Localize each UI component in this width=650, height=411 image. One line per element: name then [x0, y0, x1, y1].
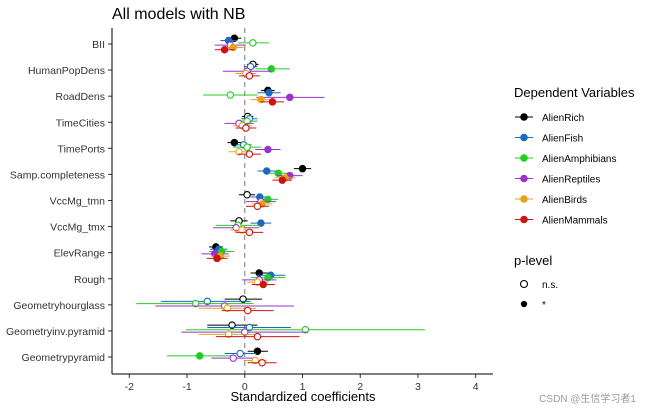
- color-legend-title: Dependent Variables: [514, 85, 635, 100]
- data-point: [229, 354, 237, 362]
- x-tick-label: -2: [125, 381, 134, 393]
- data-point: [259, 280, 267, 289]
- data-point: [203, 297, 212, 306]
- shape-legend-items: n.s. *: [519, 279, 558, 311]
- data-point: [267, 65, 276, 73]
- data-point: [278, 176, 287, 184]
- legend-shape-key: [520, 300, 528, 308]
- data-point: [245, 72, 254, 80]
- data-point: [257, 219, 265, 227]
- data-point: [262, 167, 271, 175]
- data-point: [249, 39, 257, 47]
- legend-label: AlienRich: [542, 113, 584, 124]
- data-point: [265, 88, 273, 97]
- data-point: [228, 321, 236, 329]
- data-point: [236, 349, 244, 358]
- data-point: [264, 273, 272, 282]
- y-tick-label: Geometrypyramid: [22, 352, 106, 364]
- data-point: [230, 138, 239, 147]
- y-tick-label: VccMg_tmn: [50, 196, 106, 208]
- legend: Dependent Variables AlienRichAlienFishAl…: [514, 85, 635, 311]
- legend-label: AlienBirds: [542, 195, 587, 206]
- legend-label: AlienReptiles: [542, 175, 600, 186]
- chart-title: All models with NB: [112, 6, 245, 23]
- legend-key-point: [520, 195, 528, 203]
- y-tick-label: Geometryhourglass: [13, 300, 105, 312]
- x-tick-label: 1: [300, 381, 306, 393]
- data-point: [257, 95, 265, 104]
- legend-key-point: [520, 133, 528, 142]
- data-point: [258, 358, 266, 367]
- y-axis-ticks: BII HumanPopDens RoadDens TimeCities TimePor…: [6, 39, 112, 364]
- data-point: [229, 43, 237, 52]
- data-point: [243, 117, 251, 125]
- data-point: [241, 328, 249, 336]
- data-point: [253, 347, 262, 355]
- data-point: [191, 299, 200, 308]
- x-axis-title: Standardized coefficients: [230, 389, 376, 404]
- legend-shape-label: n.s.: [542, 280, 558, 291]
- x-tick-label: 4: [473, 381, 479, 393]
- x-tick-label: 0: [242, 381, 248, 393]
- legend-shape-key: [519, 279, 529, 289]
- data-point: [220, 45, 229, 54]
- data-point: [239, 295, 247, 303]
- legend-key-point: [520, 174, 528, 183]
- data-point: [243, 191, 251, 199]
- legend-label: AlienFish: [542, 134, 583, 145]
- data-point: [242, 124, 250, 132]
- data-point: [251, 356, 259, 365]
- data-point: [223, 304, 232, 313]
- legend-key-point: [520, 215, 528, 224]
- x-axis-ticks: -2 -1 0 1 2 3 4: [125, 374, 479, 393]
- y-tick-label: VccMg_tmx: [50, 222, 106, 234]
- color-legend-items: AlienRich AlienFish AlienAmphibians AlienRe…: [515, 113, 617, 227]
- data-point: [243, 306, 252, 315]
- data-point: [226, 91, 235, 99]
- data-point: [298, 164, 307, 173]
- y-tick-label: TimePorts: [58, 143, 105, 155]
- data-point: [224, 330, 233, 339]
- x-tick-label: -1: [182, 381, 191, 393]
- data-point: [268, 98, 277, 106]
- y-tick-label: BII: [92, 39, 105, 51]
- data-point: [245, 150, 254, 158]
- legend-key-point: [520, 154, 528, 162]
- y-tick-label: HumanPopDens: [28, 65, 105, 77]
- legend-shape-label: *: [542, 300, 546, 311]
- y-tick-label: RoadDens: [55, 91, 105, 103]
- shape-legend-title: p-level: [514, 253, 552, 268]
- data-point: [264, 145, 272, 154]
- y-tick-label: Geometryinv.pyramid: [6, 326, 105, 338]
- data-point: [245, 228, 254, 237]
- y-tick-label: TimeCities: [56, 117, 105, 129]
- data-point: [195, 352, 204, 360]
- data-point: [243, 143, 251, 151]
- legend-key-point: [520, 113, 528, 121]
- data-point: [245, 323, 254, 332]
- data-point: [213, 254, 221, 263]
- legend-label: AlienAmphibians: [542, 154, 617, 165]
- y-tick-label: ElevRange: [54, 248, 106, 260]
- data-point: [286, 93, 294, 102]
- data-point: [301, 326, 310, 334]
- y-tick-label: Samp.completeness: [10, 169, 105, 181]
- data-point: [235, 148, 243, 156]
- data-point: [274, 169, 283, 178]
- data-point: [253, 332, 262, 341]
- legend-label: AlienMammals: [542, 216, 608, 227]
- data-point: [238, 226, 246, 234]
- y-tick-label: Rough: [74, 274, 105, 286]
- data-point: [253, 202, 262, 211]
- data-point: [264, 195, 272, 204]
- x-tick-label: 2: [357, 381, 363, 393]
- plot-marks: [136, 34, 425, 367]
- x-tick-label: 3: [415, 381, 421, 393]
- watermark-text: CSDN @生信学习者1: [539, 392, 636, 405]
